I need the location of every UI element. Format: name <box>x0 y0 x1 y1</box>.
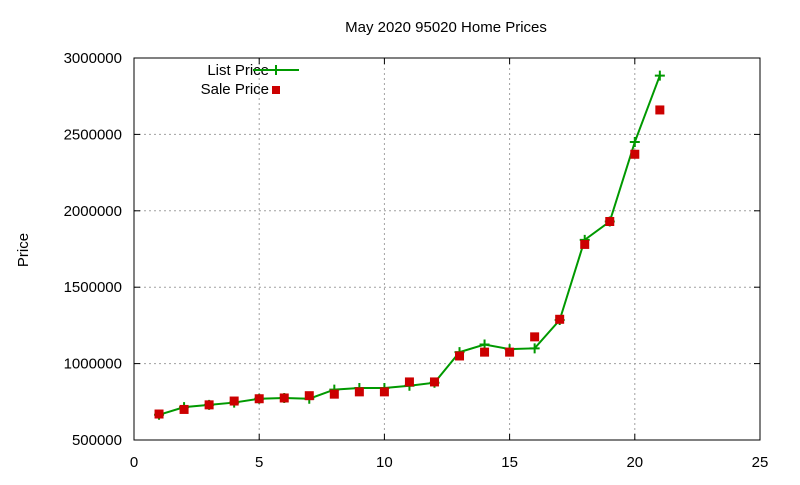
plus-marker <box>529 343 540 354</box>
square-marker <box>429 377 439 387</box>
square-marker <box>254 394 264 404</box>
grid-lines <box>134 58 760 440</box>
x-tick-label: 25 <box>752 454 769 471</box>
square-marker <box>179 404 189 414</box>
square-marker <box>630 149 640 159</box>
square-marker <box>279 393 289 403</box>
y-tick-label: 1500000 <box>64 279 122 296</box>
square-marker <box>530 332 540 342</box>
x-tick-label: 20 <box>626 454 643 471</box>
legend-square-icon <box>272 86 280 94</box>
x-tick-label: 10 <box>376 454 393 471</box>
square-marker <box>154 409 164 419</box>
plus-marker <box>629 137 640 148</box>
square-marker <box>580 239 590 249</box>
y-tick-label: 500000 <box>72 432 122 449</box>
legend-label: Sale Price <box>201 81 269 98</box>
square-marker <box>555 314 565 324</box>
axis-ticks: 500000 1000000 1500000 2000000 2500000 300000… <box>64 50 769 471</box>
y-tick-label: 2500000 <box>64 126 122 143</box>
y-tick-label: 1000000 <box>64 356 122 373</box>
square-marker <box>404 377 414 387</box>
x-tick-label: 15 <box>501 454 518 471</box>
data-series <box>154 70 665 420</box>
plot-frame <box>133 57 761 441</box>
square-marker <box>655 105 665 115</box>
series-sale-price <box>154 105 665 419</box>
square-marker <box>229 396 239 406</box>
legend-plus-icon <box>271 65 281 75</box>
x-tick-label: 5 <box>255 454 263 471</box>
square-marker <box>379 387 389 397</box>
square-marker <box>605 216 615 226</box>
x-tick-label: 0 <box>130 454 138 471</box>
square-marker <box>505 347 515 357</box>
y-tick-label: 3000000 <box>64 50 122 67</box>
square-marker <box>354 387 364 397</box>
square-marker <box>204 400 214 410</box>
chart-title: May 2020 95020 Home Prices <box>345 19 547 36</box>
square-marker <box>329 389 339 399</box>
y-axis-label: Price <box>15 233 32 267</box>
square-marker <box>304 391 314 401</box>
plus-marker <box>654 70 665 81</box>
legend-label: List Price <box>207 62 269 79</box>
legend: List Price Sale Price <box>201 62 299 98</box>
y-tick-label: 2000000 <box>64 203 122 220</box>
square-marker <box>455 351 465 361</box>
square-marker <box>480 347 490 357</box>
